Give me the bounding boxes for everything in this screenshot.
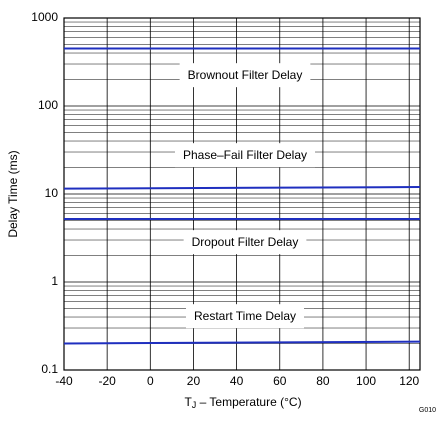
y-tick-label: 0.1 — [41, 362, 58, 376]
label-background — [183, 230, 307, 255]
y-tick-label: 1000 — [31, 10, 58, 24]
figure-code: G010 — [419, 407, 436, 414]
label-background — [174, 143, 316, 168]
x-axis-label: TJ – Temperature (°C) — [184, 395, 301, 410]
series-label: Phase–Fail Filter Delay — [183, 148, 307, 162]
series-label: Dropout Filter Delay — [192, 235, 299, 249]
x-tick-label: 40 — [230, 374, 244, 388]
x-tick-label: 80 — [316, 374, 330, 388]
x-axis-label-rest: – Temperature (°C) — [196, 395, 301, 409]
y-tick-label: 10 — [45, 186, 59, 200]
y-axis-label: Delay Time (ms) — [6, 150, 20, 237]
series-line — [63, 340, 421, 345]
x-tick-label: -20 — [98, 374, 116, 388]
x-tick-label: 120 — [399, 374, 419, 388]
series-label: Brownout Filter Delay — [188, 68, 303, 82]
series-label: Restart Time Delay — [194, 309, 296, 323]
x-tick-label: 20 — [187, 374, 201, 388]
x-axis-label-main: T — [184, 395, 192, 409]
x-tick-label: -40 — [55, 374, 73, 388]
series-line — [63, 186, 421, 190]
y-tick-label: 1 — [51, 274, 58, 288]
x-tick-label: 100 — [356, 374, 376, 388]
x-axis-label-sub: J — [192, 400, 197, 410]
y-tick-label: 100 — [38, 98, 58, 112]
x-tick-label: 60 — [273, 374, 287, 388]
x-tick-label: 0 — [147, 374, 154, 388]
plot-frame — [63, 17, 421, 371]
label-background — [185, 304, 305, 329]
label-background — [179, 63, 311, 88]
